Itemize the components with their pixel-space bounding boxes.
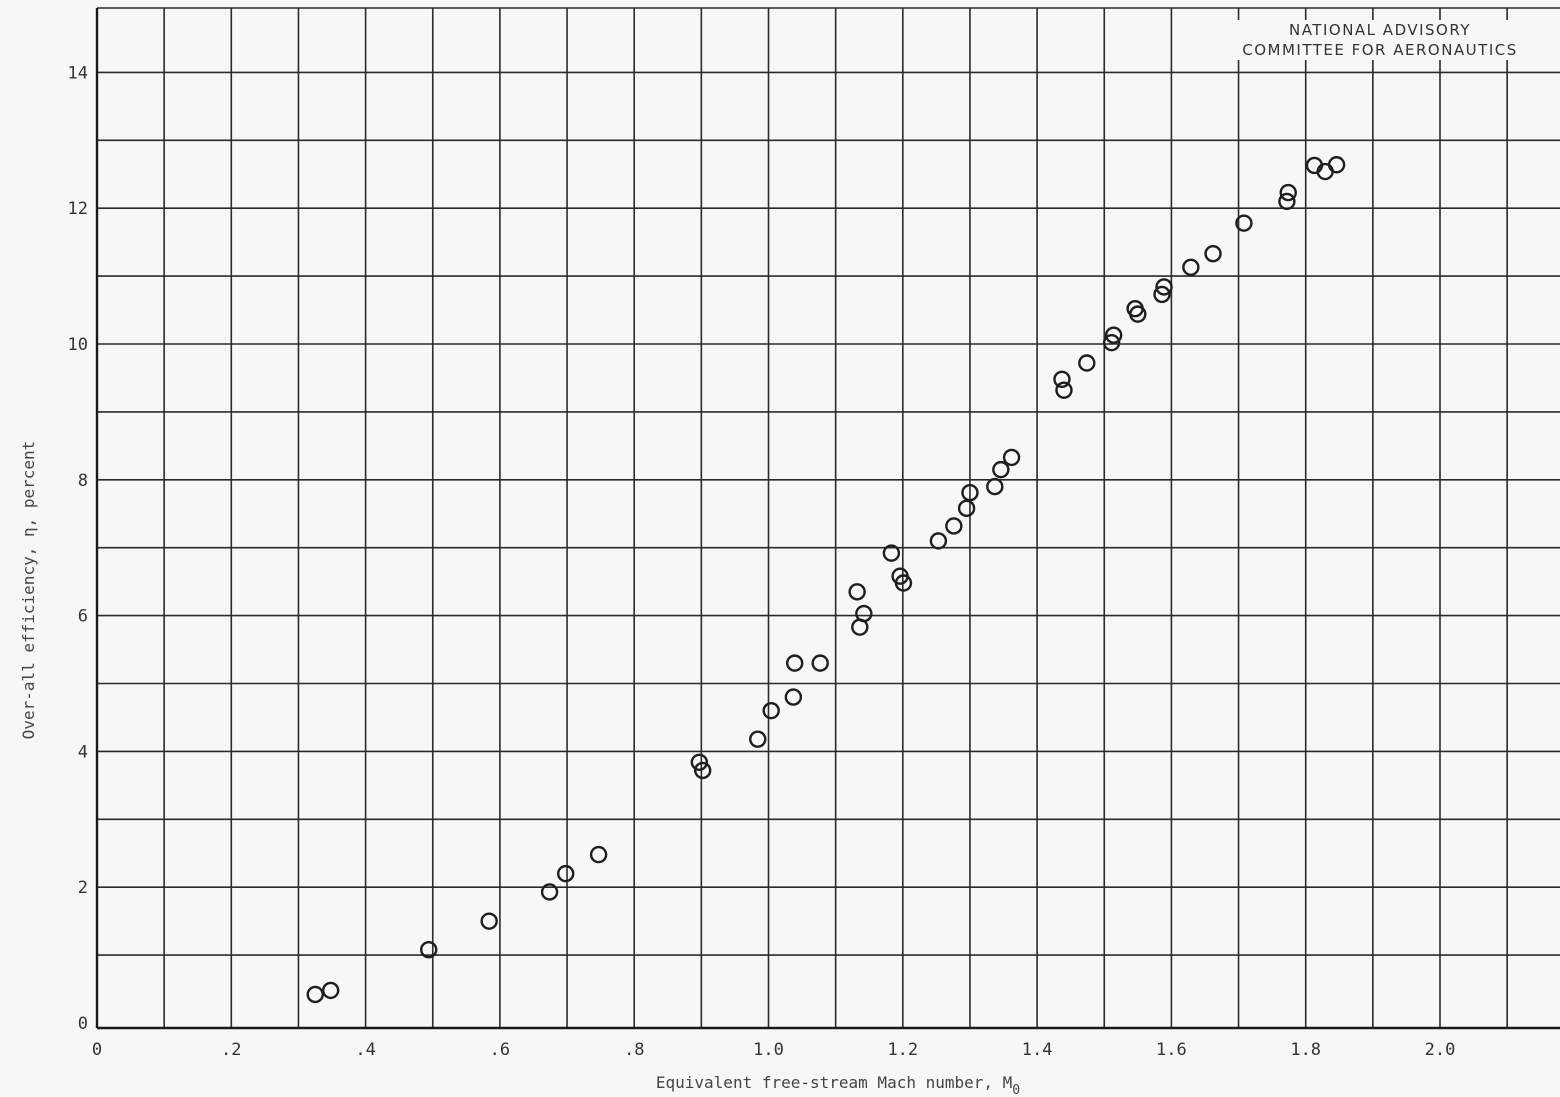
data-point [961,484,979,502]
data-point [992,460,1010,479]
data-point [1327,156,1346,174]
x-tick-label: 0 [92,1040,102,1060]
x-axis-title-subscript: 0 [1012,1083,1020,1097]
data-point [855,604,873,623]
data-point [945,517,963,535]
data-point [1002,448,1021,467]
data-point [1102,333,1121,352]
x-tick-labels: 0 .2 .4 .6 .8 1.0 1.2 1.4 1.6 1.8 2.0 [92,1040,1455,1060]
y-tick-label: 4 [78,742,88,762]
data-point [420,940,438,959]
data-point [848,583,866,601]
x-tick-label: .6 [490,1040,510,1060]
data-point [306,985,324,1004]
data-point [986,477,1004,496]
x-tick-label: 1.4 [1022,1040,1053,1060]
data-point [749,730,767,748]
data-point [1204,244,1222,263]
x-tick-label: 1.2 [887,1040,918,1060]
data-point [762,701,780,720]
x-tick-label: 1.6 [1156,1040,1187,1060]
data-point [540,883,559,901]
data-point [1055,381,1073,399]
data-point [1104,326,1123,344]
y-tick-label: 6 [78,607,88,627]
x-tick-label: .2 [221,1040,241,1060]
data-point [894,574,913,592]
data-point [882,544,901,562]
data-point [1078,354,1096,372]
data-point [811,654,829,672]
data-point [693,761,712,780]
data-point [957,499,976,518]
data-point [321,981,340,1000]
y-tick-label: 2 [78,878,88,898]
grid [97,7,1560,1028]
stamp-line-1: NATIONAL ADVISORY [1288,21,1471,39]
x-tick-label: 2.0 [1425,1040,1456,1060]
data-point [784,688,803,706]
y-axis-title: Over-all efficiency, η, percent [19,441,38,740]
stamp-line-2: COMMITTEE FOR AERONAUTICS [1242,41,1518,59]
y-tick-label: 8 [78,471,88,491]
y-tick-labels: 0 2 4 6 8 10 12 14 [68,63,88,1034]
data-point [929,532,948,550]
axes [95,8,1560,1030]
y-tick-label: 14 [68,63,88,83]
data-point [1053,370,1071,389]
data-points [306,156,1346,1004]
data-point [589,845,608,864]
x-tick-label: .8 [624,1040,644,1060]
x-tick-label: 1.8 [1290,1040,1321,1060]
data-point [480,912,498,930]
naca-stamp: NATIONAL ADVISORY COMMITTEE FOR AERONAUT… [1210,20,1550,60]
data-point [557,864,575,883]
data-point [1155,278,1173,296]
data-point [785,654,804,672]
y-tick-label: 10 [68,335,88,355]
data-point [1278,192,1296,211]
data-point [1235,214,1253,232]
x-tick-label: .4 [355,1040,375,1060]
data-point [1279,183,1297,202]
data-point [690,753,709,771]
data-point [1153,285,1171,304]
y-tick-label: 0 [78,1014,88,1034]
y-tick-label: 12 [68,199,88,219]
x-axis-title: Equivalent free-stream Mach number, M0 [656,1073,1020,1097]
data-point [1182,258,1200,276]
data-point [1129,305,1147,323]
x-tick-label: 1.0 [753,1040,784,1060]
